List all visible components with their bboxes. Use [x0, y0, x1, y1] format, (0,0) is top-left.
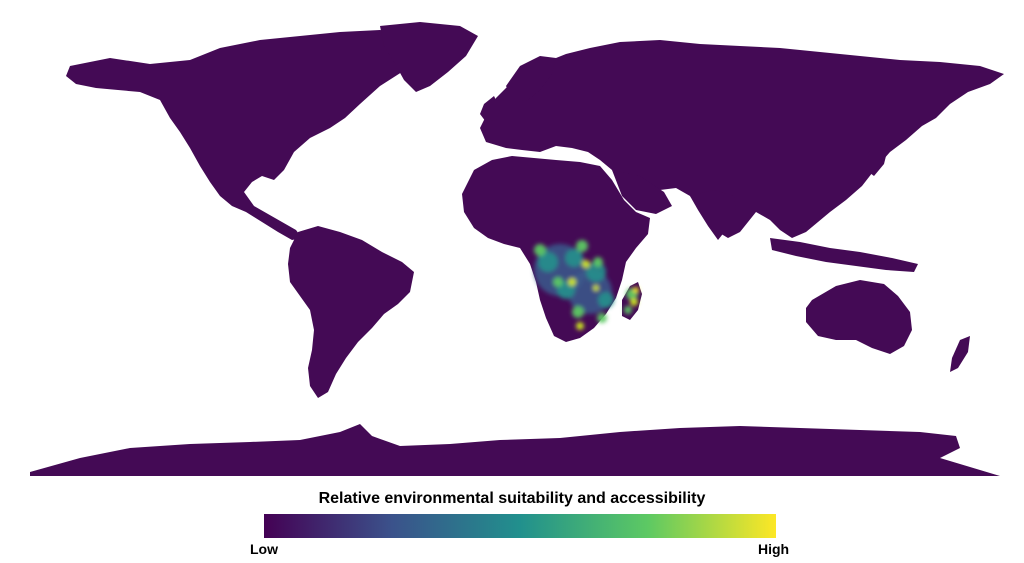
south-america — [288, 226, 414, 398]
legend: Relative environmental suitability and a… — [0, 488, 1024, 563]
legend-title: Relative environmental suitability and a… — [318, 490, 706, 507]
british-isles — [480, 96, 500, 122]
maritime-southeast-asia — [770, 238, 918, 272]
eurasia — [480, 40, 1004, 238]
antarctica — [30, 424, 1000, 476]
arabian-peninsula — [612, 170, 672, 214]
japan — [866, 138, 888, 176]
suitability-hotspots — [534, 240, 639, 330]
australia — [806, 280, 912, 354]
greenland — [380, 22, 478, 92]
scandinavia — [506, 56, 556, 102]
world-map — [30, 22, 1004, 476]
colorbar — [264, 514, 776, 538]
legend-high-label: High — [758, 541, 790, 557]
new-zealand — [950, 336, 970, 372]
india — [690, 190, 736, 240]
legend-low-label: Low — [250, 541, 278, 557]
north-america — [66, 30, 470, 240]
